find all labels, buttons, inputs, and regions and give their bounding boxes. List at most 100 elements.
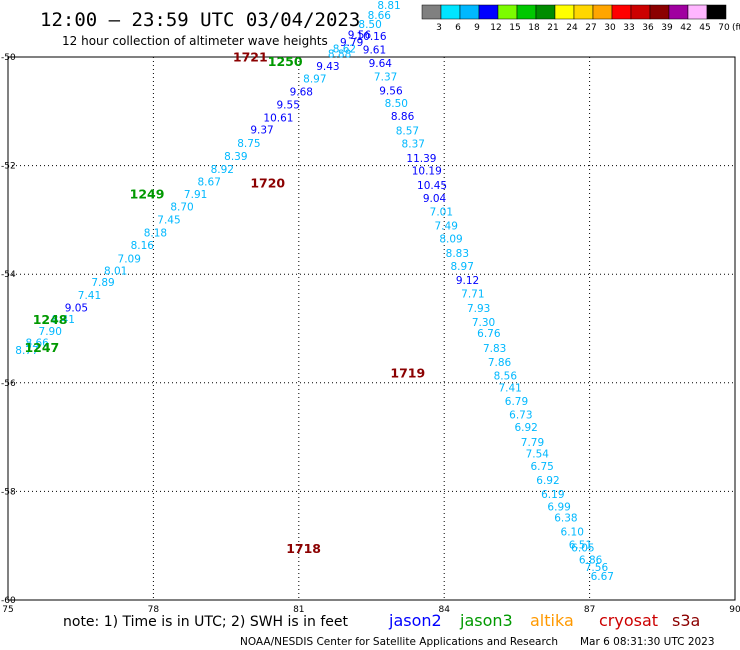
data-point: 7.37 [374, 71, 397, 83]
data-point: 8.39 [224, 151, 247, 163]
satellite-label: jason2 [388, 611, 442, 630]
data-point: 7.91 [184, 189, 207, 201]
data-point: 8.66 [25, 337, 49, 349]
data-point: 7.86 [488, 357, 512, 369]
legend-swatch [649, 4, 670, 20]
data-point: 8.56 [494, 371, 518, 383]
legend-label: 36 [642, 23, 654, 33]
x-tick-label: 78 [148, 605, 160, 615]
legend-label: 30 [604, 23, 616, 33]
data-point: 8.86 [391, 111, 415, 123]
x-tick-labels: 75 78 81 84 87 90 [2, 605, 740, 615]
data-point: 7.93 [467, 303, 490, 315]
legend-swatch [668, 4, 689, 20]
data-point: 8.62 [333, 44, 356, 56]
data-point: 10.61 [263, 113, 293, 125]
data-point: 7.09 [118, 253, 141, 265]
legend-swatch [478, 4, 499, 20]
data-point: 10.45 [417, 180, 447, 192]
satellite-legend: jason2 jason3 altika cryosat s3a [388, 611, 700, 630]
note-text: note: 1) Time is in UTC; 2) SWH is in fe… [63, 614, 349, 630]
legend-swatch [554, 4, 575, 20]
satellite-label: altika [530, 611, 574, 630]
data-point: 9.05 [65, 303, 88, 315]
legend-swatch [592, 4, 613, 20]
credit-text: NOAA/NESDIS Center for Satellite Applica… [240, 636, 558, 648]
data-point: 9.61 [363, 45, 386, 57]
data-point: 7.90 [39, 326, 62, 338]
legend-label: 3 [436, 23, 442, 33]
data-point: 8.50 [385, 98, 408, 110]
legend-label: 18 [528, 23, 540, 33]
data-point: 6.38 [554, 512, 577, 524]
plot-frame [7, 56, 736, 601]
data-point: 8.50 [358, 19, 381, 31]
legend-swatch [497, 4, 518, 20]
data-point: 7.71 [461, 289, 484, 301]
data-point: 6.67 [591, 571, 614, 583]
data-point: 10.16 [356, 31, 386, 43]
legend-swatch [440, 4, 461, 20]
pass-label: 1247 [24, 340, 59, 355]
data-point: 8.66 [368, 10, 392, 22]
legend-label: 6 [455, 23, 461, 33]
y-tick-label: -56 [1, 379, 16, 389]
data-point: 11.39 [406, 153, 436, 165]
data-point: 9.68 [290, 87, 313, 99]
pass-labels: 1718 1719 1720 1721 1247 1248 1249 1250 [24, 49, 425, 555]
data-point: 9.04 [423, 193, 447, 205]
data-point: 6.51 [569, 539, 592, 551]
data-point: 8.53 [387, 0, 410, 2]
legend-swatch [630, 4, 651, 20]
x-tick-label: 84 [438, 605, 450, 615]
data-point: 6.19 [541, 489, 564, 501]
pass-label: 1719 [390, 365, 425, 380]
pass-label: 1250 [268, 54, 303, 69]
data-point: 8.92 [211, 164, 234, 176]
legend-swatch [535, 4, 556, 20]
pass-label: 1721 [233, 49, 268, 64]
data-point: 7.01 [430, 207, 453, 219]
x-tick-label: 75 [2, 605, 13, 615]
data-point: 6.75 [530, 461, 553, 473]
data-point: 8.83 [446, 248, 469, 260]
legend-label: 24 [566, 23, 578, 33]
legend-swatch [516, 4, 537, 20]
data-point: 9.56 [379, 85, 403, 97]
data-point: 10.19 [412, 165, 442, 177]
legend-swatch [687, 4, 708, 20]
data-point: 8.77 [15, 345, 38, 357]
satellite-label: jason3 [459, 611, 513, 630]
legend-label: 33 [623, 23, 634, 33]
data-point: 7.83 [483, 343, 506, 355]
data-point: 6.05 [571, 543, 594, 555]
legend-swatch [611, 4, 632, 20]
legend-swatch [421, 4, 442, 20]
satellite-label: s3a [672, 611, 700, 630]
y-tick-label: -54 [1, 270, 16, 280]
legend-label: 27 [585, 23, 596, 33]
data-point: 7.79 [521, 437, 544, 449]
data-point: 8.01 [104, 266, 127, 278]
data-point: 6.73 [509, 410, 532, 422]
data-point: 8.09 [439, 234, 462, 246]
legend-label: 45 [699, 23, 710, 33]
legend-label: 42 [680, 23, 691, 33]
data-point: 8.81 [377, 0, 400, 12]
data-point: 6.86 [579, 555, 603, 567]
pass-label: 1718 [286, 541, 321, 556]
data-point: 9.64 [369, 58, 393, 70]
data-point: 6.79 [505, 396, 528, 408]
data-point: 6.10 [561, 526, 584, 538]
data-point: 8.70 [170, 202, 193, 214]
data-point: 6.99 [547, 501, 570, 513]
data-point: 7.41 [498, 382, 521, 394]
data-point: 8.67 [198, 177, 221, 189]
data-point: 9.79 [340, 37, 363, 49]
data-point: 7.54 [526, 449, 550, 461]
chart-title: 12:00 – 23:59 UTC 03/04/2023 [40, 9, 360, 31]
data-point: 8.97 [451, 261, 474, 273]
y-tick-label: -60 [1, 596, 16, 606]
data-point: 8.88 [328, 49, 351, 61]
